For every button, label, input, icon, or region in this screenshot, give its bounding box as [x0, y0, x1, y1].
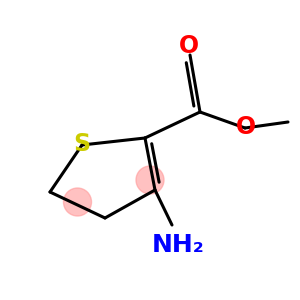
Circle shape	[136, 166, 164, 194]
Circle shape	[64, 188, 92, 216]
Text: NH₂: NH₂	[152, 233, 204, 257]
Text: O: O	[236, 115, 256, 139]
Text: S: S	[74, 132, 91, 156]
Text: O: O	[179, 34, 199, 58]
